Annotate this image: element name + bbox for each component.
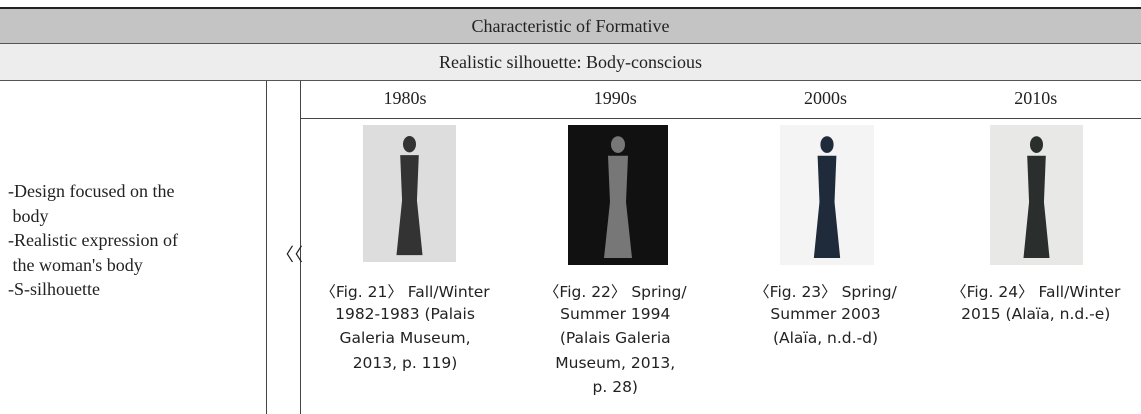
- year: 1980s: [300, 88, 510, 109]
- subheader-row: Realistic silhouette: Body-conscious: [0, 44, 1141, 81]
- year: 1990s: [510, 88, 720, 109]
- caption-line: 2015 (Alaïa, n.d.-e): [931, 305, 1141, 323]
- photo: [780, 125, 874, 265]
- year: 2010s: [931, 88, 1141, 109]
- figure-silhouette: [780, 125, 874, 265]
- caption-line: 2013, p. 119): [300, 354, 510, 372]
- caption-line: 〈Fig. 21〉 Fall/Winter: [300, 280, 510, 302]
- header-title: Characteristic of Formative: [472, 16, 670, 36]
- arrow: 〈〈: [276, 241, 303, 267]
- caption-line: p. 28): [510, 378, 720, 396]
- col-divider: [266, 81, 267, 414]
- photo: [363, 125, 456, 262]
- header-row: Characteristic of Formative: [0, 9, 1141, 44]
- left-line: body: [8, 204, 49, 228]
- caption-line: (Alaïa, n.d.-d): [721, 329, 931, 347]
- caption-line: (Palais Galeria: [510, 329, 720, 347]
- figure-silhouette: [363, 125, 456, 262]
- left-line: -Realistic expression of: [8, 228, 178, 252]
- caption-line: Galeria Museum,: [300, 329, 510, 347]
- caption-line: 〈Fig. 24〉 Fall/Winter: [931, 280, 1141, 302]
- caption-line: Museum, 2013,: [510, 354, 720, 372]
- caption-line: 〈Fig. 22〉 Spring/: [510, 280, 720, 302]
- year-rule: [300, 118, 1141, 119]
- left-line: -S-silhouette: [8, 277, 100, 301]
- page: Characteristic of Formative Realistic si…: [0, 0, 1141, 414]
- left-line: the woman's body: [8, 253, 143, 277]
- figure-silhouette: [990, 125, 1083, 265]
- caption-line: 1982-1983 (Palais: [300, 305, 510, 323]
- header-subtitle: Realistic silhouette: Body-conscious: [439, 52, 702, 72]
- year: 2000s: [721, 88, 931, 109]
- figure-silhouette: [568, 125, 668, 265]
- caption-line: Summer 1994: [510, 305, 720, 323]
- photo: [568, 125, 668, 265]
- photo: [990, 125, 1083, 265]
- caption-line: Summer 2003: [721, 305, 931, 323]
- caption-line: 〈Fig. 23〉 Spring/: [721, 280, 931, 302]
- left-line: -Design focused on the: [8, 179, 174, 203]
